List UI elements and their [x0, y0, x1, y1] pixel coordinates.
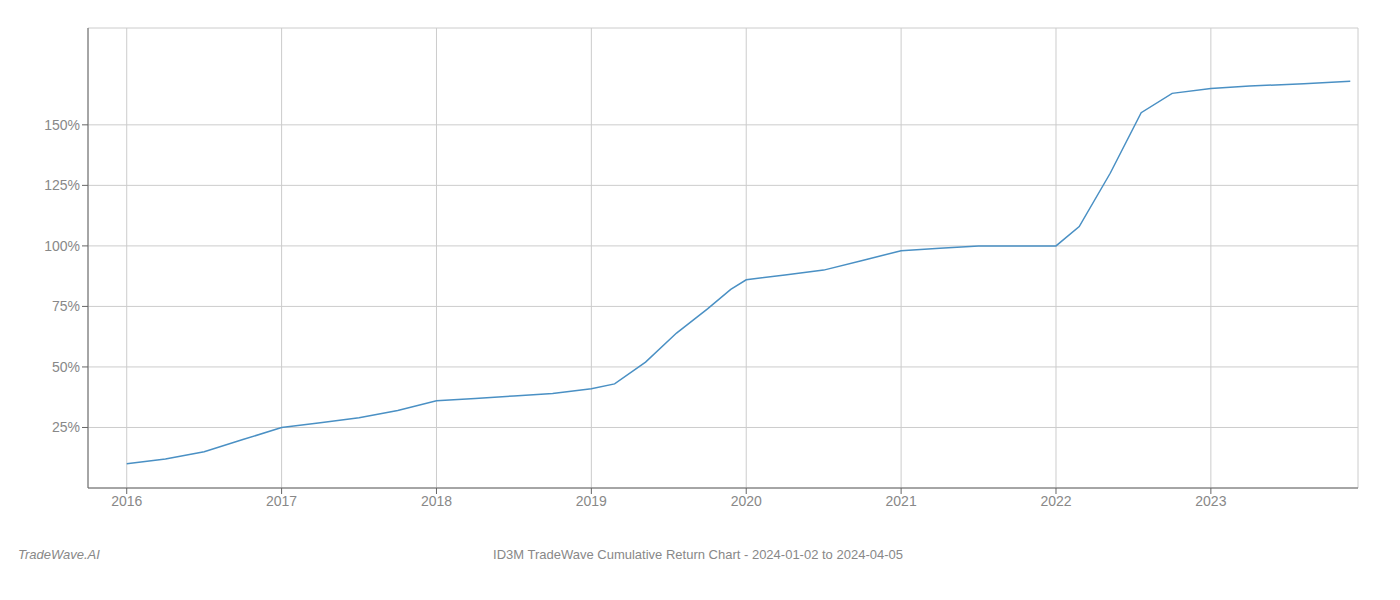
- svg-text:125%: 125%: [44, 177, 80, 193]
- svg-text:150%: 150%: [44, 117, 80, 133]
- svg-text:2018: 2018: [421, 493, 452, 509]
- html-text:TradeWave.AI: TradeWave.AI: [18, 547, 100, 562]
- svg-text:2020: 2020: [731, 493, 762, 509]
- svg-text:75%: 75%: [52, 298, 80, 314]
- svg-text:25%: 25%: [52, 419, 80, 435]
- svg-text:2016: 2016: [111, 493, 142, 509]
- svg-text:2023: 2023: [1195, 493, 1226, 509]
- svg-text:2022: 2022: [1040, 493, 1071, 509]
- svg-text:100%: 100%: [44, 238, 80, 254]
- svg-text:2021: 2021: [886, 493, 917, 509]
- svg-text:2017: 2017: [266, 493, 297, 509]
- html-text:ID3M TradeWave Cumulative Retu: ID3M TradeWave Cumulative Return Chart -…: [493, 547, 903, 562]
- svg-text:2019: 2019: [576, 493, 607, 509]
- svg-text:50%: 50%: [52, 359, 80, 375]
